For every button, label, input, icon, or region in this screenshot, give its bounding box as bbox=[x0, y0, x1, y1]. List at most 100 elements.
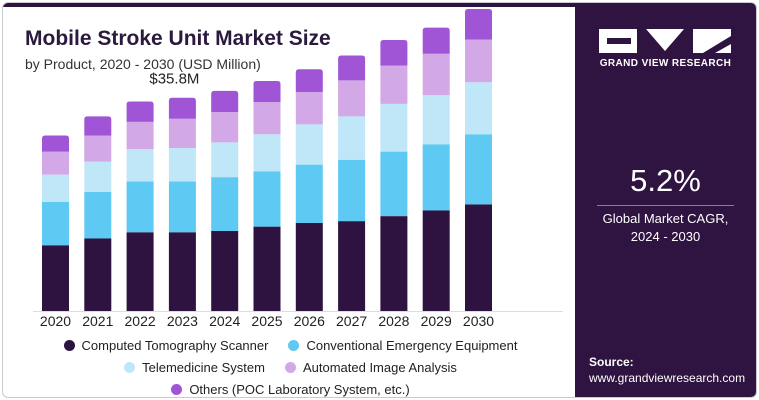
x-tick-label-2022: 2022 bbox=[125, 313, 156, 329]
bar-segment-2022-computed bbox=[126, 232, 154, 311]
source-note: Source: www.grandviewresearch.com bbox=[589, 354, 745, 386]
chart-title: Mobile Stroke Unit Market Size bbox=[25, 27, 331, 50]
bar-segment-2025-telemedicine bbox=[253, 134, 281, 172]
bar-segment-2021-others bbox=[84, 116, 112, 136]
bar-segment-2027-automated bbox=[338, 80, 366, 117]
bar-segment-2020-computed bbox=[42, 245, 69, 311]
bar-segment-2024-conventional bbox=[211, 177, 239, 232]
bar-segment-2030-automated bbox=[465, 39, 492, 83]
bar-segment-2030-conventional bbox=[465, 134, 492, 205]
x-tick-label-2026: 2026 bbox=[294, 313, 325, 329]
cagr-value: 5.2% bbox=[630, 163, 701, 198]
cagr-divider bbox=[597, 205, 734, 206]
cagr-label-line-2: 2024 - 2030 bbox=[630, 229, 701, 244]
legend-label-computed-tomography: Computed Tomography Scanner bbox=[81, 337, 269, 353]
bar-segment-2021-computed bbox=[84, 238, 112, 311]
legend-item-computed-tomography: Computed Tomography Scanner bbox=[63, 337, 269, 353]
bar-segment-2021-automated bbox=[84, 135, 112, 162]
bar-segment-2029-conventional bbox=[422, 144, 450, 211]
grand-view-research-logo bbox=[599, 29, 731, 53]
bar-segment-2025-others bbox=[253, 80, 281, 103]
legend-item-automated-image: Automated Image Analysis bbox=[284, 359, 457, 375]
chart-subtitle: by Product, 2020 - 2030 (USD Million) bbox=[25, 56, 261, 72]
legend-row-3: Others (POC Laboratory System, etc.) bbox=[3, 378, 578, 397]
x-tick-label-2030: 2030 bbox=[463, 313, 494, 329]
bar-segment-2024-others bbox=[211, 90, 239, 112]
top-accent-bar bbox=[3, 3, 575, 7]
bar-segment-2025-conventional bbox=[253, 171, 281, 227]
x-tick-label-2025: 2025 bbox=[251, 313, 282, 329]
bar-segment-2024-automated bbox=[211, 111, 239, 143]
x-tick-label-2020: 2020 bbox=[40, 313, 71, 329]
bar-segment-2022-others bbox=[126, 101, 154, 122]
bar-segment-2021-telemedicine bbox=[84, 161, 112, 192]
bar-segment-2023-automated bbox=[168, 118, 196, 148]
bar-segment-2028-automated bbox=[380, 65, 408, 104]
bar-segment-2030-others bbox=[465, 9, 492, 40]
bar-segment-2027-computed bbox=[338, 221, 366, 311]
bar-segment-2023-computed bbox=[168, 232, 196, 311]
bar-segment-2029-automated bbox=[422, 53, 450, 96]
bar-segment-2023-conventional bbox=[168, 181, 196, 233]
logo-text: GRAND VIEW RESEARCH bbox=[599, 58, 732, 69]
legend-item-conventional-emergency: Conventional Emergency Equipment bbox=[288, 338, 517, 353]
bar-segment-2028-conventional bbox=[380, 151, 408, 217]
bar-segment-2020-others bbox=[42, 135, 69, 152]
x-tick-label-2023: 2023 bbox=[167, 313, 198, 329]
bar-segment-2020-conventional bbox=[42, 201, 69, 246]
bar-segment-2026-telemedicine bbox=[295, 124, 323, 165]
bar-segment-2022-automated bbox=[126, 121, 154, 150]
bar-segment-2026-automated bbox=[295, 92, 323, 125]
bar-segment-2022-telemedicine bbox=[126, 149, 154, 182]
bar-segment-2030-telemedicine bbox=[465, 82, 492, 135]
bar-segment-2028-others bbox=[380, 40, 408, 66]
legend-row-2: Telemedicine System Automated Image Anal… bbox=[3, 356, 578, 378]
x-tick-label-2028: 2028 bbox=[378, 313, 409, 329]
bar-segment-2022-conventional bbox=[126, 181, 154, 233]
legend-swatch-automated-image bbox=[284, 361, 296, 373]
legend-label-others: Others (POC Laboratory System, etc.) bbox=[189, 381, 410, 397]
legend-item-telemedicine: Telemedicine System bbox=[124, 360, 265, 375]
bar-segment-2020-telemedicine bbox=[42, 174, 69, 202]
x-tick-label-2029: 2029 bbox=[421, 313, 452, 329]
legend-swatch-conventional-emergency bbox=[288, 339, 300, 351]
legend-row-1: Computed Tomography Scanner Conventional… bbox=[3, 334, 578, 356]
bar-segment-2023-telemedicine bbox=[168, 147, 196, 182]
x-tick-label-2024: 2024 bbox=[209, 313, 240, 329]
bar-segment-2027-others bbox=[338, 55, 366, 81]
bar-segment-2025-automated bbox=[253, 102, 281, 135]
bar-segment-2020-automated bbox=[42, 151, 69, 175]
source-label: Source: bbox=[589, 355, 634, 369]
bar-segment-2024-telemedicine bbox=[211, 142, 239, 178]
legend-item-others: Others (POC Laboratory System, etc.) bbox=[171, 381, 410, 397]
bar-segment-2023-others bbox=[168, 97, 196, 119]
cagr-label-line-1: Global Market CAGR, bbox=[602, 211, 729, 226]
legend-swatch-telemedicine bbox=[124, 361, 136, 373]
sidebar-panel: GRAND VIEW RESEARCH 5.2% Global Market C… bbox=[575, 3, 756, 397]
stacked-bar-chart: 2020 2021 2022 2023 2024 2025 2026 2027 2028 2029… bbox=[33, 9, 563, 329]
bar-segment-2024-computed bbox=[211, 231, 239, 311]
bar-segment-2025-computed bbox=[253, 226, 281, 311]
legend-swatch-others bbox=[171, 383, 183, 395]
source-link[interactable]: www.grandviewresearch.com bbox=[589, 371, 746, 385]
bar-segment-2026-others bbox=[295, 69, 323, 93]
bar-segment-2030-computed bbox=[465, 204, 492, 311]
value-annotation-2023: $35.8M bbox=[149, 71, 199, 88]
bar-segment-2027-telemedicine bbox=[338, 116, 366, 160]
bar-segment-2029-computed bbox=[422, 210, 450, 311]
bar-segment-2021-conventional bbox=[84, 191, 112, 239]
bar-segment-2027-conventional bbox=[338, 159, 366, 222]
legend-label-automated-image: Automated Image Analysis bbox=[302, 359, 457, 375]
bar-segment-2028-computed bbox=[380, 216, 408, 311]
cagr-label: Global Market CAGR, 2024 - 2030 bbox=[575, 210, 756, 246]
bar-segment-2029-others bbox=[422, 27, 450, 54]
bar-segment-2028-telemedicine bbox=[380, 103, 408, 152]
x-tick-label-2027: 2027 bbox=[336, 313, 367, 329]
bar-segment-2029-telemedicine bbox=[422, 95, 450, 145]
legend-label-conventional-emergency: Conventional Emergency Equipment bbox=[306, 337, 518, 353]
legend-swatch-computed-tomography bbox=[63, 339, 75, 351]
chart-legend: Computed Tomography Scanner Conventional… bbox=[3, 334, 578, 397]
bar-segment-2026-computed bbox=[295, 222, 323, 311]
x-tick-label-2021: 2021 bbox=[82, 313, 113, 329]
